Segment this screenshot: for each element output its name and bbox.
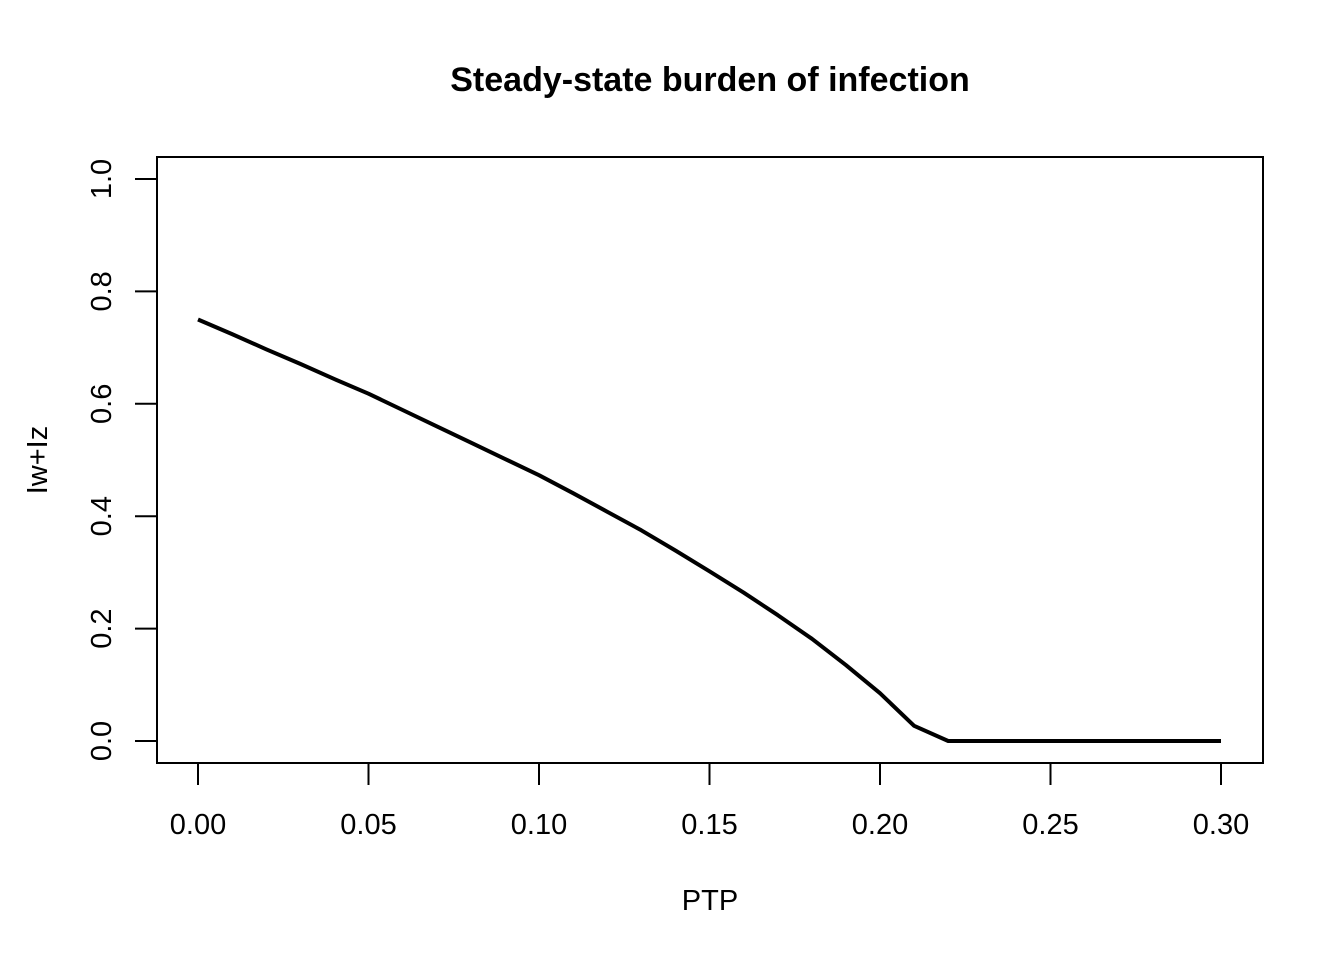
y-tick-label: 0.4 [86,496,118,536]
x-axis-label: PTP [682,885,738,917]
y-axis-label: Iw+Iz [22,426,54,495]
y-tick-label: 0.6 [86,384,118,424]
y-tick-label: 1.0 [86,159,118,199]
x-axis: 0.00 0.05 0.10 0.15 0.20 0.25 0.30 [170,762,1249,841]
x-tick-label: 0.15 [681,809,737,841]
x-tick-label: 0.10 [511,809,567,841]
x-tick-label: 0.20 [852,809,908,841]
x-tick-label: 0.25 [1022,809,1078,841]
plot-frame [156,156,1264,764]
y-tick-label: 0.8 [86,271,118,311]
x-tick-label: 0.05 [340,809,396,841]
y-tick-label: 0.0 [86,721,118,761]
y-tick-label: 0.2 [86,608,118,648]
x-tick-label: 0.00 [170,809,226,841]
x-tick-label: 0.30 [1193,809,1249,841]
y-axis: 0.0 0.2 0.4 0.6 0.8 1.0 [86,159,158,761]
chart-title: Steady-state burden of infection [450,61,970,99]
series-line [197,317,1221,743]
